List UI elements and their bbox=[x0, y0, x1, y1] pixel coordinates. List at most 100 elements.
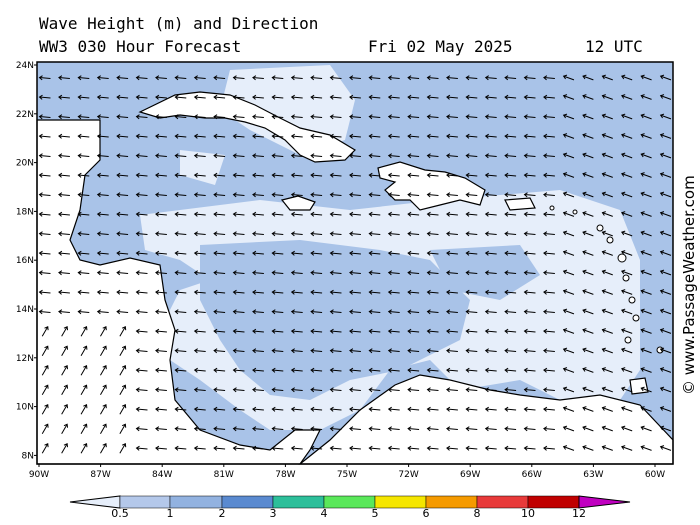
longitude-labels: 90W 87W 84W 81W 78W 75W 72W 69W 66W 63W 60W bbox=[29, 464, 665, 480]
direction-arrow bbox=[310, 133, 323, 139]
jamaica bbox=[280, 195, 316, 211]
colorbar-label: 3 bbox=[269, 507, 277, 520]
direction-arrow bbox=[562, 406, 575, 412]
direction-arrow bbox=[543, 133, 555, 139]
direction-arrow bbox=[659, 74, 672, 81]
direction-arrow bbox=[446, 348, 458, 354]
direction-arrow bbox=[368, 367, 381, 373]
direction-arrow bbox=[61, 423, 69, 435]
direction-arrow bbox=[407, 114, 420, 120]
direction-arrow bbox=[213, 231, 226, 237]
direction-arrow bbox=[368, 231, 381, 237]
direction-arrow bbox=[310, 406, 323, 412]
direction-arrow bbox=[523, 426, 536, 432]
direction-arrow bbox=[349, 367, 361, 373]
colorbar-label: 8 bbox=[473, 507, 481, 520]
lat-label: 10N bbox=[16, 403, 34, 413]
colorbar-label: 2 bbox=[218, 507, 226, 520]
direction-arrow bbox=[523, 153, 536, 159]
direction-arrow bbox=[290, 309, 303, 315]
direction-arrow bbox=[426, 328, 439, 334]
direction-arrow bbox=[155, 153, 167, 159]
direction-arrow bbox=[252, 309, 264, 315]
direction-arrow bbox=[135, 387, 148, 393]
direction-arrow bbox=[621, 133, 633, 139]
direction-arrow bbox=[465, 289, 478, 295]
direction-arrow bbox=[271, 348, 284, 354]
direction-arrow bbox=[119, 345, 127, 357]
direction-arrow bbox=[640, 74, 652, 81]
direction-arrow bbox=[387, 211, 400, 217]
direction-arrow bbox=[426, 426, 439, 432]
direction-arrow bbox=[290, 153, 303, 159]
direction-arrow bbox=[407, 231, 420, 237]
direction-arrow bbox=[232, 387, 245, 393]
direction-arrow bbox=[155, 75, 167, 81]
direction-arrow bbox=[310, 387, 323, 393]
direction-arrow bbox=[562, 367, 575, 373]
direction-arrow bbox=[426, 172, 439, 178]
direction-arrow bbox=[407, 192, 420, 198]
direction-arrow bbox=[271, 192, 284, 198]
direction-arrow bbox=[582, 74, 594, 81]
direction-arrow bbox=[368, 75, 381, 81]
map-frame bbox=[36, 61, 674, 465]
direction-arrow bbox=[426, 75, 439, 81]
direction-arrow bbox=[523, 309, 536, 315]
direction-arrow bbox=[504, 367, 517, 373]
direction-arrow bbox=[174, 94, 187, 100]
direction-arrow bbox=[446, 289, 458, 295]
direction-arrow bbox=[193, 289, 206, 295]
direction-arrow bbox=[232, 192, 245, 198]
direction-arrow bbox=[407, 445, 420, 451]
direction-arrow bbox=[621, 94, 633, 100]
direction-arrow bbox=[38, 270, 51, 276]
direction-arrow bbox=[96, 75, 109, 81]
direction-arrow bbox=[290, 426, 303, 432]
direction-arrow bbox=[621, 230, 633, 237]
direction-arrow bbox=[80, 365, 88, 376]
direction-arrow bbox=[543, 75, 555, 81]
direction-arrow bbox=[426, 94, 439, 100]
direction-arrow bbox=[271, 231, 284, 237]
direction-arrow bbox=[213, 172, 226, 178]
direction-arrow bbox=[96, 289, 109, 295]
direction-arrow bbox=[77, 211, 90, 217]
direction-arrow bbox=[426, 231, 439, 237]
direction-arrow bbox=[484, 270, 497, 276]
direction-arrow bbox=[640, 152, 652, 159]
direction-arrow bbox=[58, 75, 70, 81]
direction-arrow bbox=[349, 348, 361, 354]
direction-arrow bbox=[100, 345, 107, 357]
direction-arrow bbox=[523, 270, 536, 276]
direction-arrow bbox=[213, 348, 226, 354]
colorbar-segment bbox=[272, 495, 325, 509]
colorbar-label: 0.5 bbox=[111, 507, 129, 520]
direction-arrow bbox=[659, 211, 672, 217]
direction-arrow bbox=[310, 75, 323, 81]
direction-arrow bbox=[100, 404, 107, 415]
direction-arrow bbox=[38, 75, 51, 81]
lon-label: 63W bbox=[583, 470, 603, 480]
direction-arrow bbox=[504, 153, 517, 159]
direction-arrow bbox=[601, 289, 613, 295]
direction-arrow bbox=[155, 270, 167, 276]
direction-arrow bbox=[310, 114, 323, 120]
direction-arrow bbox=[659, 425, 672, 432]
direction-arrow bbox=[193, 231, 206, 237]
direction-arrow bbox=[155, 387, 167, 393]
colorbar-segment bbox=[425, 495, 478, 509]
direction-arrow bbox=[621, 191, 633, 198]
direction-arrow bbox=[58, 211, 70, 217]
direction-arrow bbox=[38, 250, 51, 256]
direction-arrow bbox=[174, 133, 187, 139]
direction-arrow bbox=[368, 250, 381, 256]
direction-arrow bbox=[290, 445, 303, 451]
direction-arrow bbox=[349, 75, 361, 81]
direction-arrow bbox=[562, 211, 575, 217]
direction-arrow bbox=[601, 328, 613, 334]
direction-arrow bbox=[349, 328, 361, 334]
direction-arrow bbox=[135, 367, 148, 373]
direction-arrow bbox=[193, 367, 206, 373]
direction-arrow bbox=[523, 211, 536, 217]
